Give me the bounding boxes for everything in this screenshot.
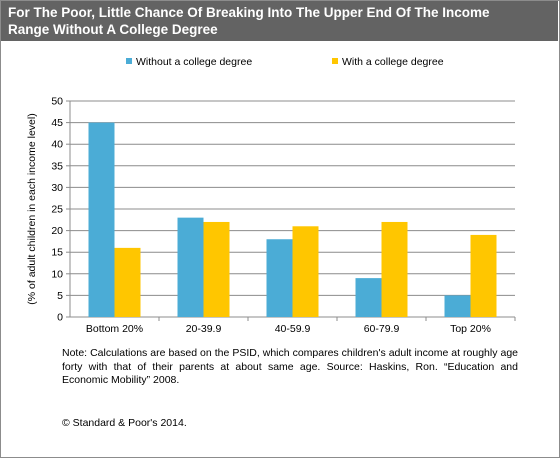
y-tick-label: 30 — [51, 182, 63, 194]
x-tick-label: Bottom 20% — [86, 323, 143, 335]
x-tick-label: 20-39.9 — [186, 323, 222, 335]
chart-title-line-2: Range Without A College Degree — [8, 22, 218, 37]
y-tick-label: 0 — [57, 312, 63, 324]
y-tick-label: 20 — [51, 225, 63, 237]
chart-title-line-1: For The Poor, Little Chance Of Breaking … — [8, 5, 490, 20]
y-tick-label: 15 — [51, 247, 63, 259]
legend-swatch — [332, 58, 338, 64]
chart-title: For The Poor, Little Chance Of Breaking … — [1, 1, 558, 41]
y-axis-label: (% of adult children in each income leve… — [26, 113, 38, 304]
bar-without-degree — [444, 295, 471, 317]
x-tick-label: 40-59.9 — [275, 323, 311, 335]
y-tick-label: 40 — [51, 139, 63, 151]
bar-without-degree — [355, 278, 382, 317]
legend-label: With a college degree — [342, 56, 444, 68]
legend-label: Without a college degree — [136, 56, 252, 68]
y-tick-label: 45 — [51, 117, 63, 129]
y-tick-label: 25 — [51, 204, 63, 216]
legend-swatch — [126, 58, 132, 64]
bar-with-degree — [381, 221, 408, 317]
y-tick-label: 5 — [57, 290, 63, 302]
bar-without-degree — [177, 217, 204, 317]
bar-without-degree — [88, 122, 115, 317]
bar-with-degree — [470, 234, 497, 317]
y-tick-label: 50 — [51, 96, 63, 108]
copyright-text: © Standard & Poor's 2014. — [62, 417, 187, 429]
bar-with-degree — [292, 226, 319, 317]
bar-without-degree — [266, 239, 293, 317]
bar-with-degree — [203, 221, 230, 317]
y-tick-label: 10 — [51, 268, 63, 280]
y-tick-label: 35 — [51, 160, 63, 172]
bar-with-degree — [114, 247, 141, 317]
x-tick-label: 60-79.9 — [364, 323, 400, 335]
chart-note: Note: Calculations are based on the PSID… — [62, 347, 518, 386]
x-tick-label: Top 20% — [450, 323, 491, 335]
